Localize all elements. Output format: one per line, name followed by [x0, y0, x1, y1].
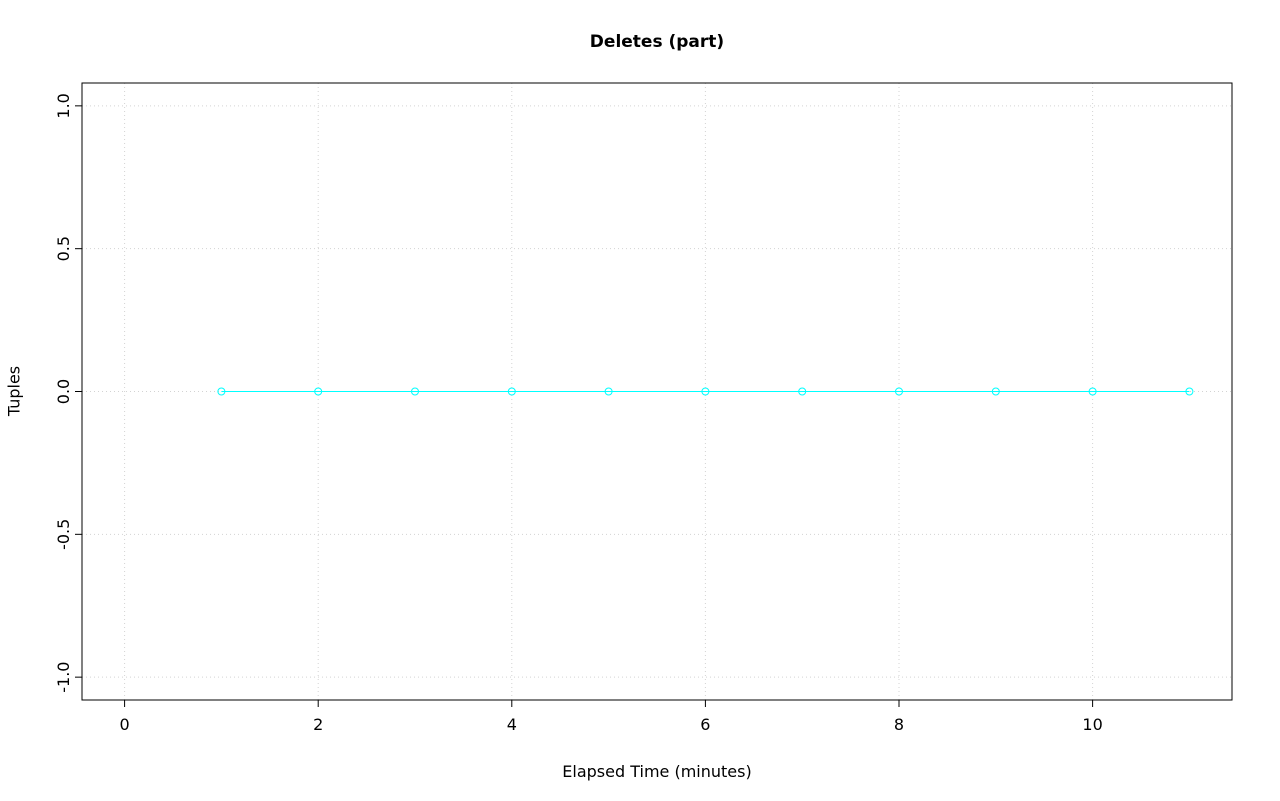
x-tick-label: 6 — [700, 715, 710, 734]
y-tick-label: 0.0 — [54, 379, 73, 404]
y-tick-label: -0.5 — [54, 519, 73, 550]
y-tick-label: 0.5 — [54, 236, 73, 261]
x-axis: 0 2 4 6 8 10 — [119, 700, 1103, 734]
x-tick-label: 0 — [119, 715, 129, 734]
x-axis-title: Elapsed Time (minutes) — [562, 762, 752, 781]
x-tick-label: 8 — [894, 715, 904, 734]
y-tick-label: -1.0 — [54, 662, 73, 693]
series-point — [217, 387, 226, 396]
series-point — [991, 387, 1000, 396]
y-axis-title: Tuples — [4, 365, 24, 417]
chart-title: Deletes (part) — [589, 32, 725, 52]
y-tick-label: 1.0 — [54, 93, 73, 118]
series-point — [798, 387, 807, 396]
series-point — [1088, 387, 1097, 396]
x-tick-label: 4 — [507, 715, 517, 734]
x-tick-label: 10 — [1082, 715, 1102, 734]
series-point — [604, 387, 613, 396]
series-point — [895, 387, 904, 396]
series-point — [701, 387, 710, 396]
data-series — [217, 387, 1194, 396]
series-point — [507, 387, 516, 396]
x-tick-label: 2 — [313, 715, 323, 734]
series-point — [410, 387, 419, 396]
series-point — [1185, 387, 1194, 396]
series-point — [314, 387, 323, 396]
y-axis: -1.0 -0.5 0.0 0.5 1.0 — [54, 93, 82, 693]
